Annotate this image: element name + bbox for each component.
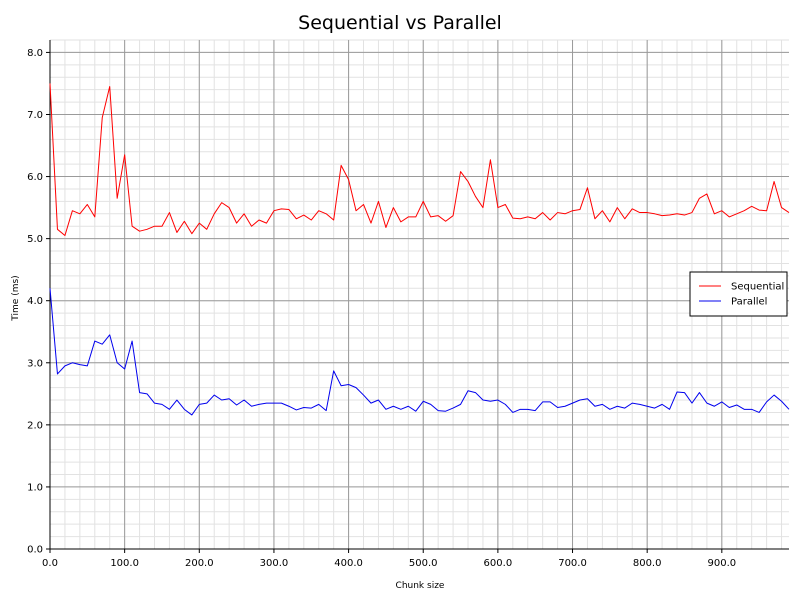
legend: Sequential Parallel bbox=[689, 271, 788, 317]
x-tick-label: 0.0 bbox=[42, 558, 58, 569]
minor-grid bbox=[49, 39, 789, 550]
series-line-sequential bbox=[49, 83, 790, 237]
y-tick-label: 1.0 bbox=[27, 482, 43, 493]
x-axis-ticks: 0.0 100.0 200.0 300.0 400.0 500.0 600.0 700.0 80… bbox=[42, 549, 736, 569]
y-tick-label: 4.0 bbox=[27, 296, 43, 307]
x-tick-label: 600.0 bbox=[484, 558, 513, 569]
chart-title: Sequential vs Parallel bbox=[298, 12, 502, 34]
y-axis-ticks: 0.0 1.0 2.0 3.0 4.0 5.0 6.0 7.0 8.0 bbox=[27, 48, 50, 556]
legend-label: Parallel bbox=[731, 297, 767, 308]
series-line-parallel bbox=[49, 288, 790, 416]
y-tick-label: 0.0 bbox=[27, 545, 43, 556]
x-tick-label: 200.0 bbox=[185, 558, 214, 569]
x-tick-label: 700.0 bbox=[558, 558, 587, 569]
x-tick-label: 400.0 bbox=[334, 558, 363, 569]
series-lines bbox=[49, 83, 790, 416]
axes bbox=[47, 40, 789, 552]
x-tick-label: 900.0 bbox=[707, 558, 736, 569]
y-axis-label: Time (ms) bbox=[11, 275, 21, 321]
y-tick-label: 7.0 bbox=[27, 110, 43, 121]
x-tick-label: 500.0 bbox=[409, 558, 438, 569]
y-tick-label: 3.0 bbox=[27, 358, 43, 369]
x-axis-label: Chunk size bbox=[396, 581, 445, 591]
y-tick-label: 8.0 bbox=[27, 48, 43, 59]
y-tick-label: 2.0 bbox=[27, 420, 43, 431]
y-tick-label: 5.0 bbox=[27, 234, 43, 245]
y-tick-label: 6.0 bbox=[27, 172, 43, 183]
x-tick-label: 300.0 bbox=[260, 558, 289, 569]
x-tick-label: 100.0 bbox=[110, 558, 139, 569]
legend-box bbox=[689, 271, 788, 317]
legend-label: Sequential bbox=[731, 282, 784, 293]
major-grid bbox=[49, 40, 789, 550]
x-tick-label: 800.0 bbox=[633, 558, 662, 569]
